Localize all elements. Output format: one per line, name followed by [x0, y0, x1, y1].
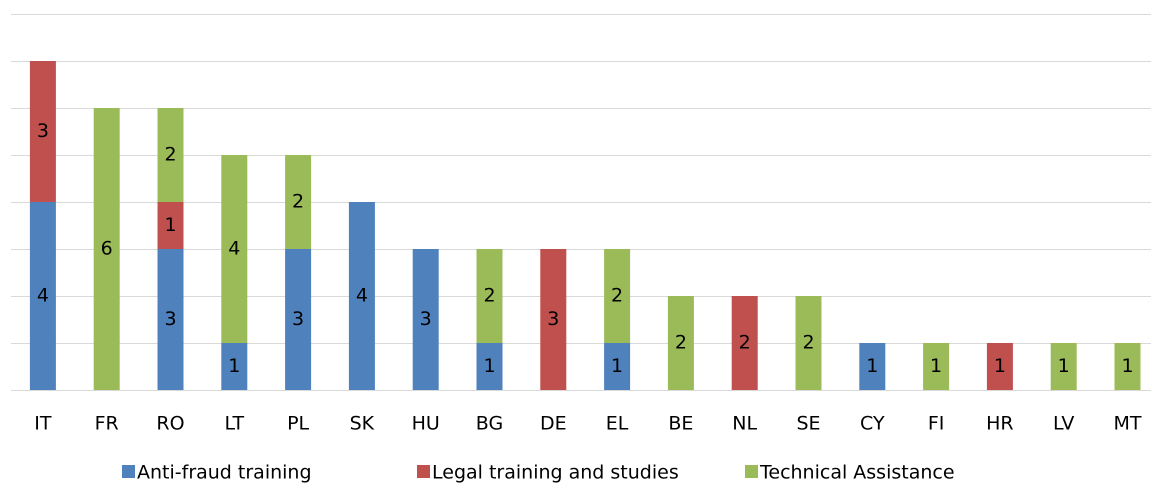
data-label: 3 — [164, 308, 176, 330]
bar-segment — [476, 249, 503, 343]
x-tick-label: EL — [606, 413, 629, 435]
bar-segment — [157, 202, 184, 249]
bar-segment — [859, 343, 886, 390]
x-tick-label: SK — [350, 413, 375, 435]
data-label: 1 — [164, 214, 176, 236]
bar-segment — [986, 343, 1013, 390]
x-tick-label: HU — [412, 413, 440, 435]
bar-segment — [476, 343, 503, 390]
x-tick-label: SE — [796, 413, 820, 435]
legend-label: Anti-fraud training — [137, 462, 312, 484]
data-label: 3 — [37, 120, 49, 142]
bar-segment — [285, 155, 312, 249]
legend-swatch — [745, 465, 758, 478]
data-label: 4 — [356, 285, 368, 307]
legend-label: Technical Assistance — [759, 462, 955, 484]
x-tick-label: PL — [287, 413, 309, 435]
x-tick-label: CY — [860, 413, 885, 435]
data-label: 1 — [228, 355, 240, 377]
bar-segment — [221, 343, 248, 390]
bar-segment — [348, 202, 375, 390]
x-tick-label: NL — [732, 413, 757, 435]
bar-segment — [1050, 343, 1077, 390]
bar-segment — [540, 249, 567, 390]
data-label: 2 — [483, 285, 495, 307]
bar-segment — [412, 249, 439, 390]
data-label: 1 — [611, 355, 623, 377]
bar-segment — [93, 108, 120, 390]
bar-segment — [29, 202, 56, 390]
x-tick-label: MT — [1114, 413, 1142, 435]
legend-swatch — [417, 465, 430, 478]
x-tick-label: HR — [986, 413, 1014, 435]
data-label: 3 — [547, 308, 559, 330]
bar-segment — [923, 343, 950, 390]
x-tick-label: IT — [34, 413, 52, 435]
bar-segment — [285, 249, 312, 390]
data-label: 1 — [483, 355, 495, 377]
data-label: 2 — [611, 285, 623, 307]
bar-segment — [667, 296, 694, 390]
x-tick-label: FR — [95, 413, 119, 435]
data-label: 3 — [420, 308, 432, 330]
legend-swatch — [122, 465, 135, 478]
data-label: 1 — [930, 355, 942, 377]
data-label: 2 — [675, 332, 687, 354]
data-label: 6 — [101, 238, 113, 260]
bar-segment — [604, 343, 631, 390]
x-tick-label: LT — [225, 413, 245, 435]
data-label: 1 — [994, 355, 1006, 377]
data-label: 1 — [866, 355, 878, 377]
bar-segment — [1114, 343, 1141, 390]
data-label: 4 — [228, 238, 240, 260]
bar-segment — [795, 296, 822, 390]
data-label: 2 — [292, 191, 304, 213]
data-label: 2 — [164, 144, 176, 166]
bar-segment — [157, 249, 184, 390]
x-tick-label: LV — [1053, 413, 1075, 435]
x-tick-label: RO — [156, 413, 184, 435]
data-label: 1 — [1121, 355, 1133, 377]
bar-segment — [29, 61, 56, 202]
bar-segment — [221, 155, 248, 343]
x-tick-label: FI — [928, 413, 945, 435]
legend-label: Legal training and studies — [432, 462, 679, 484]
x-tick-label: DE — [540, 413, 567, 435]
x-tick-label: BE — [668, 413, 693, 435]
bar-segment — [157, 108, 184, 202]
x-tick-label: BG — [476, 413, 503, 435]
bar-segment — [604, 249, 631, 343]
data-label: 2 — [802, 332, 814, 354]
data-label: 3 — [292, 308, 304, 330]
bar-segment — [731, 296, 758, 390]
data-label: 2 — [739, 332, 751, 354]
data-label: 1 — [1058, 355, 1070, 377]
data-label: 4 — [37, 285, 49, 307]
